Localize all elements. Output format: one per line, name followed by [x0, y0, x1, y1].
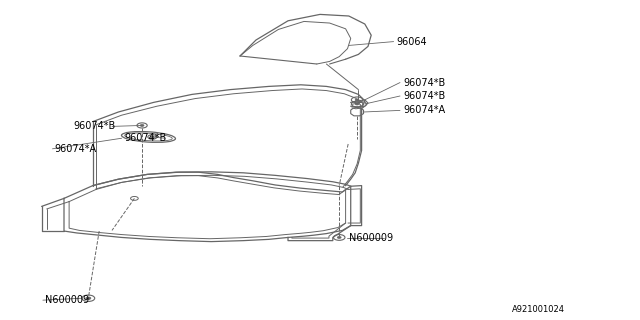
Text: 96074*B: 96074*B: [403, 91, 445, 101]
Text: 96064: 96064: [397, 36, 428, 47]
Circle shape: [355, 99, 359, 101]
Text: 96074*B: 96074*B: [403, 78, 445, 88]
Text: N600009: N600009: [45, 295, 89, 305]
Text: 96074*B: 96074*B: [125, 133, 167, 143]
Text: 96074*B: 96074*B: [74, 121, 116, 132]
Text: N600009: N600009: [349, 233, 393, 244]
Text: A921001024: A921001024: [512, 305, 565, 314]
Circle shape: [337, 236, 341, 238]
Circle shape: [86, 297, 91, 300]
Circle shape: [355, 103, 359, 105]
Text: 96074*A: 96074*A: [403, 105, 445, 116]
Text: 96074*A: 96074*A: [54, 144, 97, 154]
Circle shape: [140, 124, 144, 126]
Circle shape: [150, 136, 154, 138]
